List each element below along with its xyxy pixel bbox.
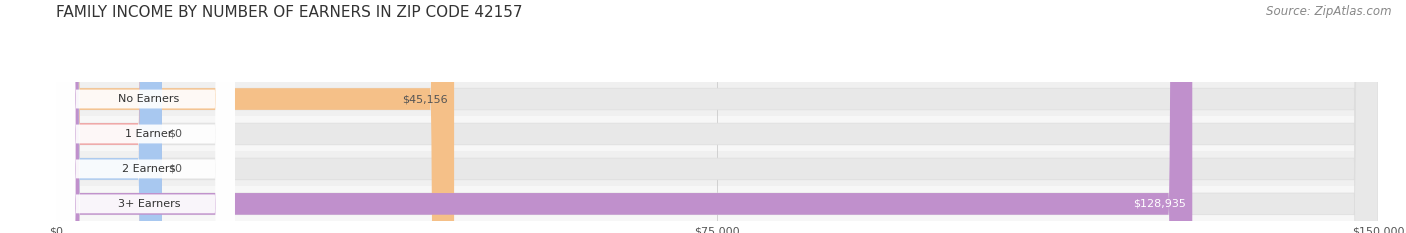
- Bar: [56, 186, 1378, 221]
- Text: 2 Earners: 2 Earners: [122, 164, 176, 174]
- Text: FAMILY INCOME BY NUMBER OF EARNERS IN ZIP CODE 42157: FAMILY INCOME BY NUMBER OF EARNERS IN ZI…: [56, 5, 523, 20]
- FancyBboxPatch shape: [56, 0, 235, 233]
- Text: 3+ Earners: 3+ Earners: [118, 199, 180, 209]
- FancyBboxPatch shape: [56, 0, 1378, 233]
- FancyBboxPatch shape: [56, 0, 1378, 233]
- Text: $45,156: $45,156: [402, 94, 447, 104]
- Text: $0: $0: [169, 129, 183, 139]
- FancyBboxPatch shape: [56, 0, 1378, 233]
- Text: No Earners: No Earners: [118, 94, 180, 104]
- FancyBboxPatch shape: [56, 0, 235, 233]
- FancyBboxPatch shape: [56, 0, 1192, 233]
- FancyBboxPatch shape: [56, 0, 235, 233]
- FancyBboxPatch shape: [56, 0, 235, 233]
- FancyBboxPatch shape: [56, 0, 162, 233]
- FancyBboxPatch shape: [56, 0, 454, 233]
- FancyBboxPatch shape: [56, 0, 162, 233]
- FancyBboxPatch shape: [56, 0, 1378, 233]
- Text: $0: $0: [169, 164, 183, 174]
- Text: 1 Earner: 1 Earner: [125, 129, 173, 139]
- Text: Source: ZipAtlas.com: Source: ZipAtlas.com: [1267, 5, 1392, 18]
- Text: $128,935: $128,935: [1133, 199, 1185, 209]
- Bar: [56, 151, 1378, 186]
- Bar: [56, 82, 1378, 116]
- Bar: [56, 116, 1378, 151]
